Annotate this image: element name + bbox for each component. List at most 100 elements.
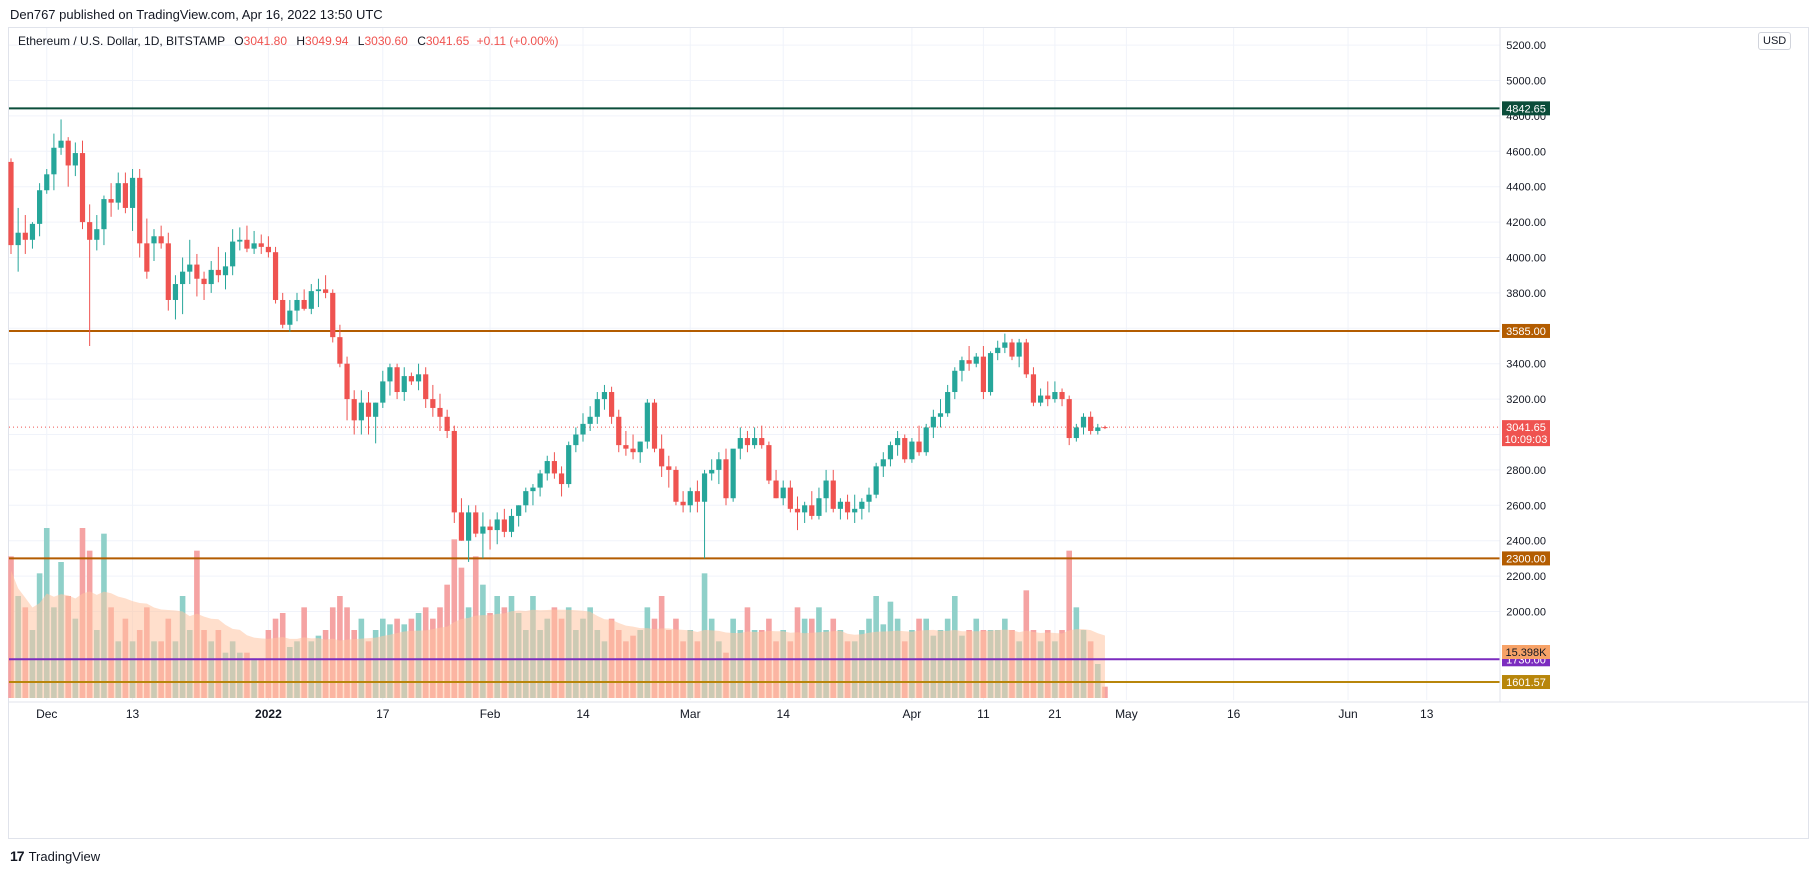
candle-body (1052, 392, 1058, 400)
candle-body (902, 438, 908, 460)
horizontal-levels (9, 107, 1500, 684)
candle-body (537, 473, 543, 488)
x-tick-label: Jun (1338, 707, 1357, 721)
candle-body (744, 438, 751, 446)
tradingview-logo-icon: 17 (10, 848, 25, 864)
candle-body (115, 183, 121, 203)
candle-body (415, 374, 422, 382)
candle-body (180, 271, 186, 285)
y-tick-label: 4600.00 (1506, 146, 1546, 158)
candle-body (351, 399, 357, 421)
level-price-label: 1601.57 (1506, 677, 1546, 689)
candle-body (759, 438, 765, 446)
candle-body (358, 402, 364, 421)
candle-body (752, 438, 758, 446)
x-tick-label: 14 (777, 707, 791, 721)
candle-body (945, 392, 951, 414)
candle-body (458, 512, 465, 541)
footer-brand[interactable]: 17 TradingView (10, 848, 100, 864)
candle-body (1030, 374, 1037, 403)
candle-body (1073, 427, 1079, 439)
candle-body (995, 347, 1001, 354)
x-tick-label: 13 (126, 707, 140, 721)
candle-body (308, 291, 314, 309)
open-value: 3041.80 (243, 34, 288, 48)
candle-body (194, 264, 200, 279)
chart-frame (8, 27, 1809, 839)
x-tick-label: 16 (1227, 707, 1241, 721)
candle-body (79, 153, 86, 223)
candle-body (930, 416, 936, 428)
candle-body (1016, 342, 1022, 357)
y-tick-label: 4400.00 (1506, 182, 1546, 194)
candle-body (723, 459, 729, 499)
x-tick-label: Mar (680, 707, 701, 721)
candle-body (444, 416, 450, 431)
candle-body (72, 153, 78, 166)
candle-body (15, 232, 21, 246)
y-tick-label: 4200.00 (1506, 217, 1546, 229)
candle-body (609, 392, 615, 417)
level-price-label: 3585.00 (1506, 326, 1546, 338)
candle-body (1002, 342, 1008, 348)
candle-body (844, 501, 851, 513)
x-tick-label: 11 (977, 707, 990, 721)
level-price-tag (1502, 101, 1550, 116)
currency-button[interactable]: USD (1758, 32, 1792, 50)
low-value: 3030.60 (364, 34, 408, 48)
volume-bar (451, 539, 458, 698)
x-tick-label: 21 (1048, 707, 1062, 721)
candle-body (623, 445, 629, 449)
y-tick-label: 3200.00 (1506, 394, 1546, 406)
candle-body (437, 407, 443, 417)
candle-body (8, 161, 14, 246)
candle-body (716, 459, 722, 470)
candle-body (101, 199, 107, 230)
candle-body (187, 264, 193, 272)
x-tick-label: Dec (36, 707, 57, 721)
candle-body (1059, 392, 1065, 400)
candle-body (873, 466, 879, 495)
x-tick-label: Apr (903, 707, 922, 721)
level-price-tag (1502, 675, 1550, 690)
candle-body (408, 376, 414, 382)
x-tick-label: 13 (1420, 707, 1434, 721)
candle-body (544, 461, 550, 474)
candle-body (480, 526, 486, 534)
candle-body (144, 243, 150, 272)
candle-body (530, 487, 536, 492)
candle-body (287, 310, 293, 325)
candle-body (201, 278, 207, 285)
candle-body (208, 269, 214, 285)
candle-body (280, 299, 286, 325)
candle-body (587, 416, 593, 424)
candle-body (151, 236, 157, 244)
candle-body (129, 177, 136, 208)
candle-body (558, 473, 565, 485)
x-tick-label: 17 (376, 707, 390, 721)
level-price-label: 4842.65 (1506, 103, 1546, 115)
level-price-tag (1502, 323, 1550, 338)
candle-body (809, 505, 815, 516)
y-tick-label: 2000.00 (1506, 607, 1546, 619)
candle-body (887, 445, 894, 460)
y-tick-label: 3800.00 (1506, 288, 1546, 300)
candle-body (94, 229, 100, 240)
candle-body (923, 427, 929, 453)
candle-body (258, 243, 264, 247)
candle-body (87, 222, 93, 240)
candle-body (630, 448, 636, 453)
candle-body (1023, 342, 1029, 375)
candle-body (272, 252, 279, 300)
candle-body (451, 430, 457, 513)
candle-body (644, 402, 650, 442)
candle-body (880, 459, 886, 467)
candle-body (158, 236, 164, 244)
volume-ma-tag (1502, 645, 1550, 659)
symbol-legend: Ethereum / U.S. Dollar, 1D, BITSTAMP O30… (18, 34, 558, 48)
change-value: +0.11 (+0.00%) (476, 34, 559, 48)
candle-body (966, 360, 972, 364)
candle-body (616, 416, 622, 446)
candle-body (423, 374, 429, 400)
